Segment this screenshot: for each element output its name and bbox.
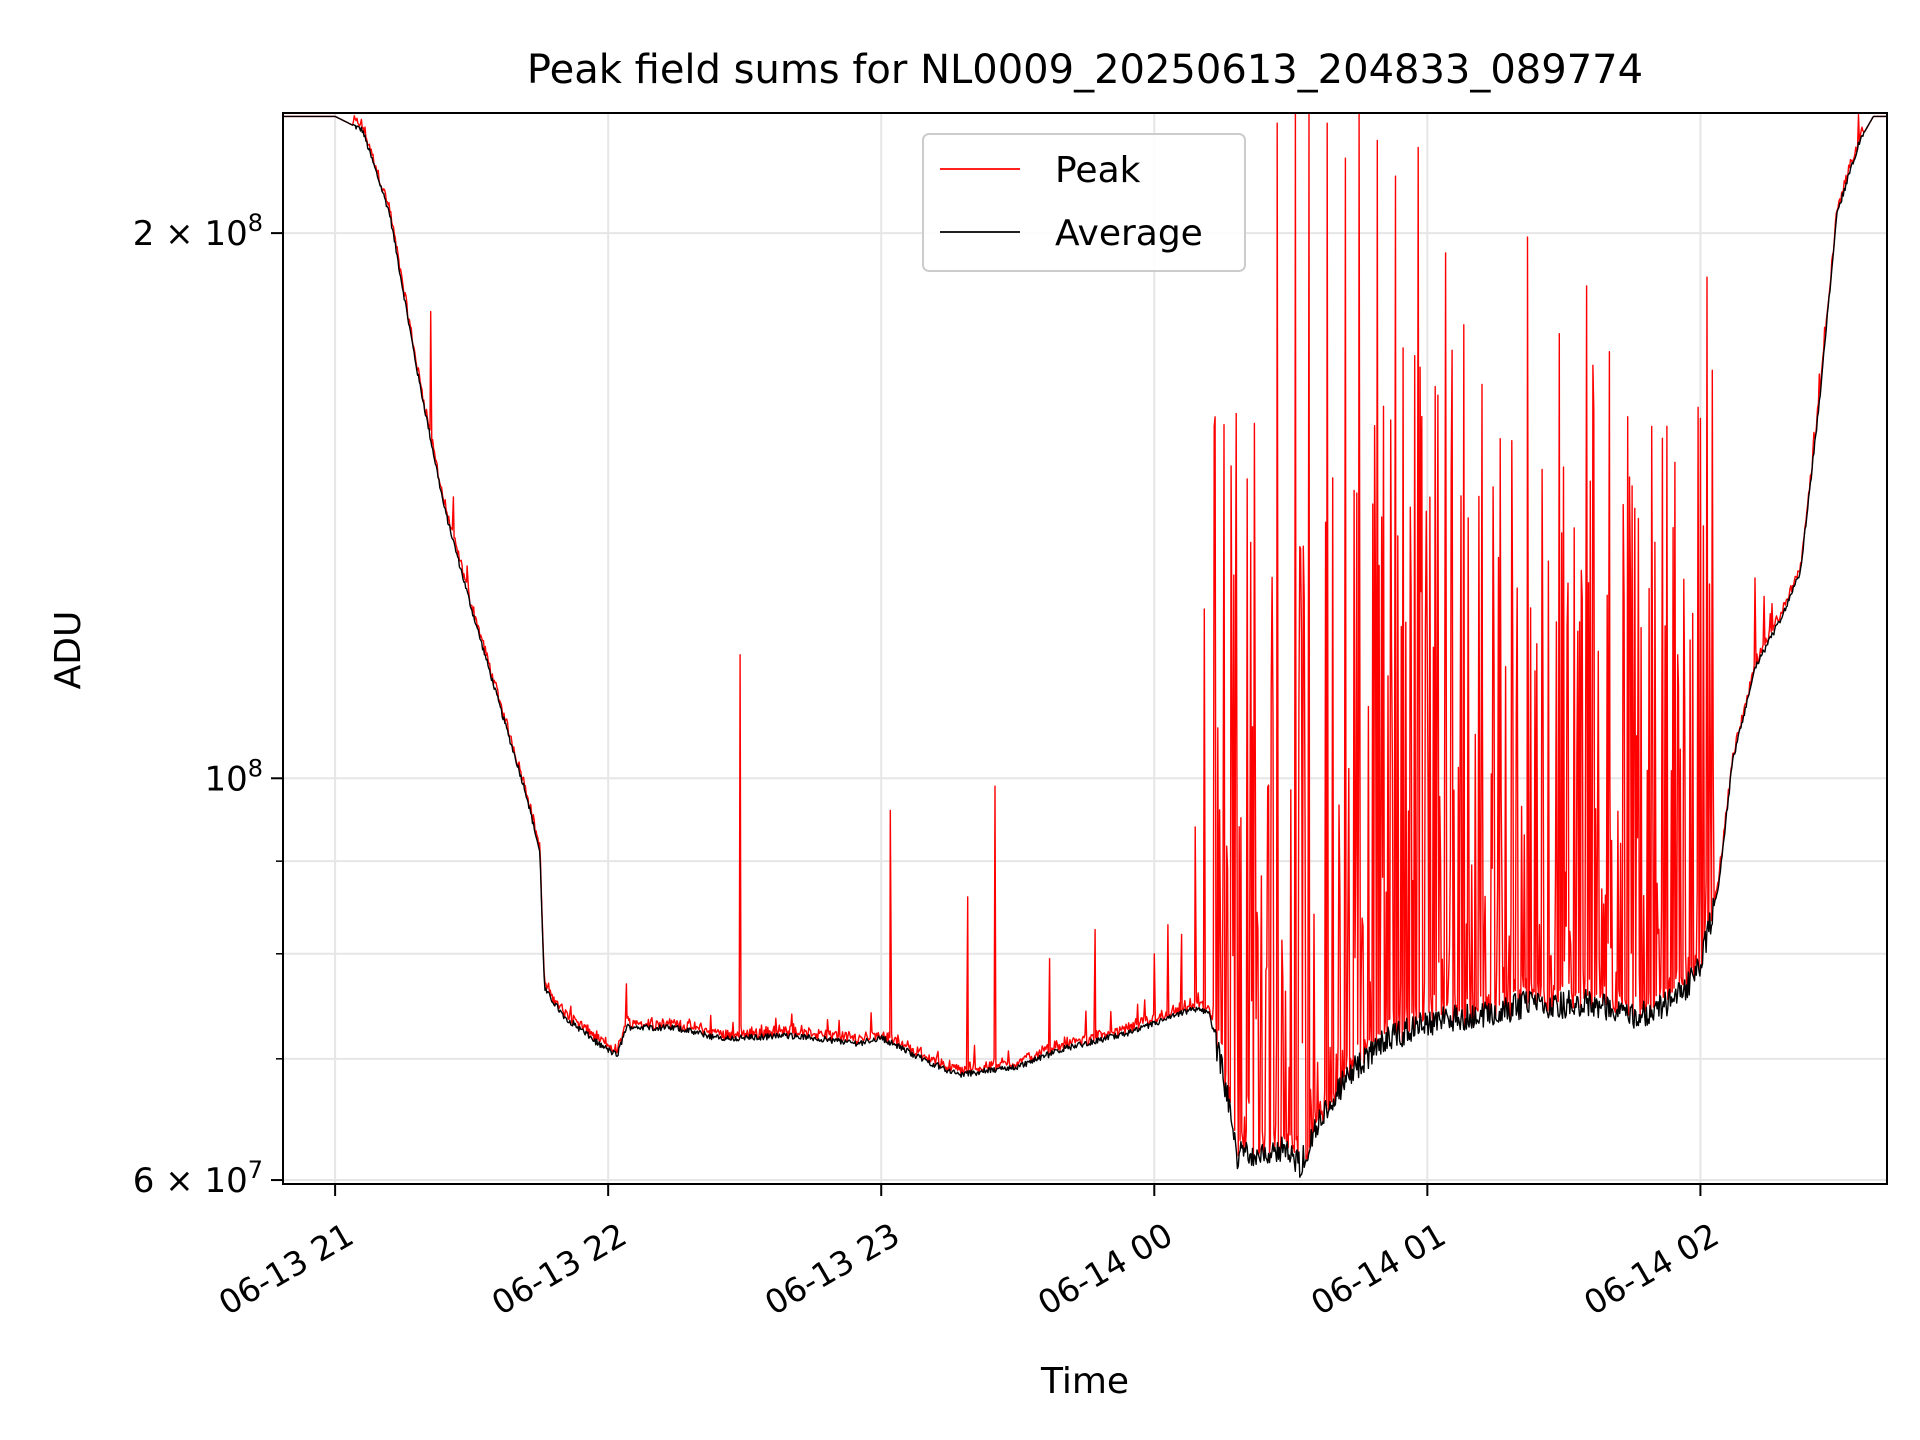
x-axis-label: Time bbox=[1040, 1361, 1129, 1402]
y-tick-label: 2 × 108 bbox=[133, 209, 263, 254]
y-tick-label: 108 bbox=[204, 754, 263, 799]
legend-label-average: Average bbox=[1055, 213, 1203, 254]
chart-title: Peak field sums for NL0009_20250613_2048… bbox=[527, 47, 1643, 93]
series-line-peak bbox=[283, 112, 1887, 1160]
y-axis: 6 × 107 108 2 × 108 bbox=[133, 209, 283, 1201]
plot-frame bbox=[282, 112, 1888, 1185]
legend: Peak Average bbox=[922, 133, 1246, 272]
legend-label-peak: Peak bbox=[1055, 150, 1141, 191]
y-tick-label: 6 × 107 bbox=[133, 1156, 263, 1201]
y-axis-label: ADU bbox=[48, 611, 89, 690]
plot-lines bbox=[283, 112, 1887, 1178]
series-line-average bbox=[283, 115, 1887, 1178]
